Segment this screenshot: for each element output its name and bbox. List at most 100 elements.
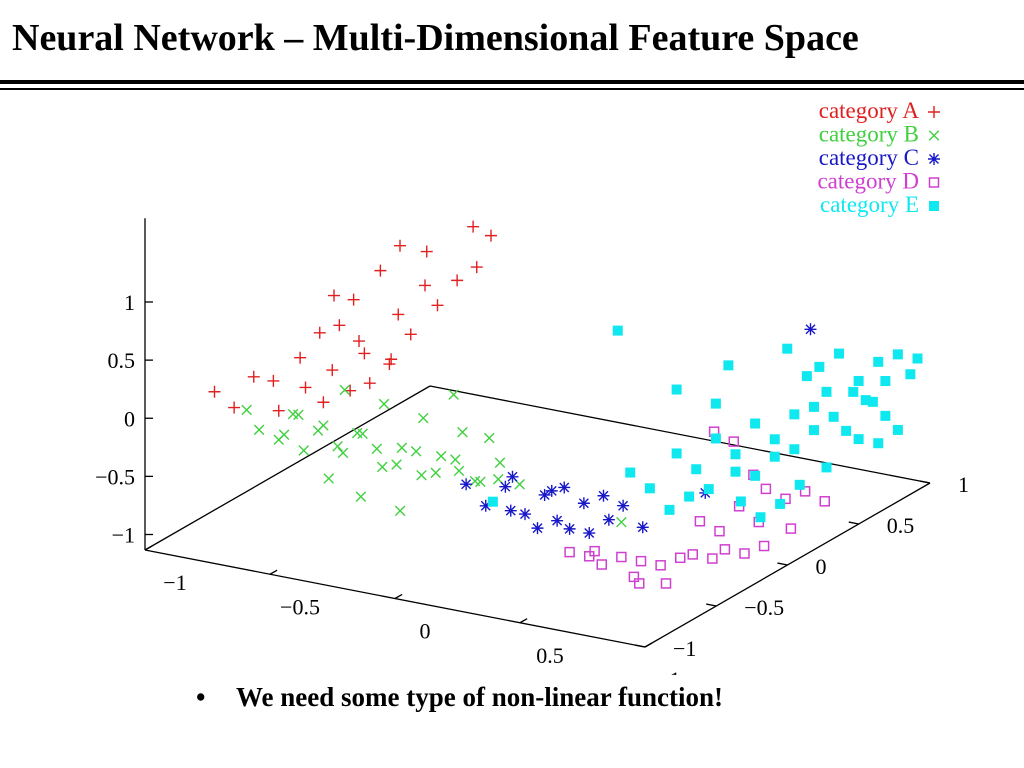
data-point [671,384,682,395]
data-point [710,433,721,444]
data-point [821,462,832,473]
data-point [551,514,564,527]
data-point [769,434,780,445]
data-point [504,504,517,517]
data-point [873,438,884,449]
x-tick-mark [644,642,653,648]
data-point [880,410,891,421]
data-point [391,459,402,470]
data-point [208,385,221,398]
data-point [494,457,506,469]
data-point [448,389,459,400]
data-point [684,491,695,502]
y-tick-mark [848,521,859,525]
data-point [564,546,575,558]
data-point [799,486,811,497]
data-point [394,505,406,517]
data-point [394,239,406,252]
data-point [589,545,600,557]
data-point [378,398,390,410]
x-tick-mark [269,569,278,575]
x-tick-label: 0.5 [536,643,564,668]
data-point [241,404,252,416]
data-point [228,401,241,414]
data-point [479,499,492,512]
data-point [691,464,702,475]
data-point [506,470,519,483]
z-tick-label: 0 [124,406,135,431]
data-point [841,425,852,436]
data-point [912,353,923,364]
bullet-item: • We need some type of non-linear functio… [196,682,723,713]
data-point [357,428,368,440]
data-point [363,377,376,390]
slide-title: Neural Network – Multi-Dimensional Featu… [12,17,859,59]
y-tick-mark [777,562,788,566]
legend-label: category D [817,169,919,194]
data-point [750,418,761,429]
data-point [267,374,280,387]
data-point [294,351,307,364]
data-point [735,496,746,507]
x-tick-label: −0.5 [280,594,320,619]
data-point [538,488,551,501]
data-point [337,447,349,459]
data-point [867,396,878,407]
y-tick-label: −1 [673,636,696,661]
y-tick-label: −0.5 [744,595,784,620]
data-point [828,411,839,422]
scatter-3d-plot: −1 −0.5 0 0.5 1 −1 −0.5 0 0.5 1 1 0.5 0 −0.5 −1 catego… [95,98,969,675]
data-point [714,525,725,537]
data-point [794,479,805,490]
data-point [602,513,615,526]
series-2 [241,384,627,528]
data-point [396,442,408,454]
data-point [814,361,825,372]
y-tick-mark [634,644,646,648]
data-point [655,560,666,571]
data-point [809,401,819,412]
data-point [416,469,427,481]
data-point [332,441,343,452]
data-point [487,496,498,507]
data-point [457,426,468,438]
data-point [577,497,590,510]
data-point [596,559,607,570]
data-point [612,325,623,336]
data-point [853,434,864,445]
bullet-symbol: • [196,682,206,712]
x-tick-label: 1 [670,667,681,675]
data-point [892,424,903,435]
z-tick-label: 0.5 [108,348,136,373]
y-tick-label: 0.5 [887,513,915,538]
title-rule-thin [0,88,1024,90]
data-point [430,467,442,479]
legend-marker [928,177,940,188]
legend-marker [928,153,940,165]
legend-label: category C [819,145,919,170]
data-point [420,245,433,258]
data-point [782,343,793,354]
title-rule-thick [0,80,1024,84]
y-tick-mark [706,603,717,607]
data-point [470,261,483,274]
data-point [785,523,797,534]
data-point [809,425,819,436]
data-point [374,264,387,277]
data-point [410,445,422,457]
x-tick-label: −1 [163,570,186,595]
data-point [635,555,647,567]
legend-marker [929,201,939,211]
data-point [371,443,383,455]
data-point [739,548,750,559]
data-point [317,396,330,409]
data-point [299,381,312,394]
data-point [392,308,405,321]
data-point [804,323,817,336]
data-point [616,516,627,528]
data-point [848,386,859,397]
x-tick-mark [519,618,528,624]
data-points [208,220,923,589]
data-point [326,364,339,377]
